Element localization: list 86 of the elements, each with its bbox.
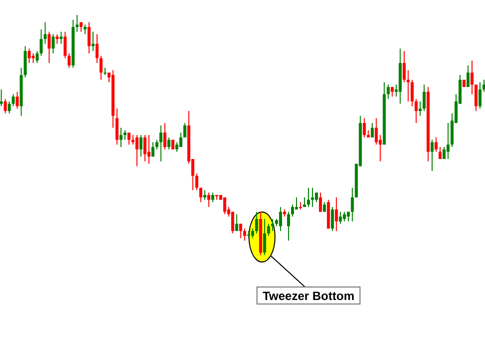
candlestick xyxy=(0,88,3,107)
candlestick xyxy=(88,22,91,54)
candlestick xyxy=(80,22,83,32)
candlestick xyxy=(155,139,158,150)
candlestick xyxy=(68,52,71,68)
candlestick xyxy=(231,211,234,234)
candlestick xyxy=(414,98,418,124)
text: Tweezer Bottom xyxy=(262,289,354,303)
candlestick xyxy=(147,134,150,164)
candlestick xyxy=(207,192,210,208)
candlestick xyxy=(143,134,146,162)
candlestick xyxy=(167,136,170,150)
candlestick xyxy=(64,31,67,59)
candlestick xyxy=(8,100,11,114)
candlestick xyxy=(24,46,27,78)
candlestick xyxy=(235,214,238,232)
candlestick xyxy=(195,172,198,191)
candlestick xyxy=(255,211,258,234)
candlestick xyxy=(318,192,322,212)
candlestick xyxy=(291,204,294,218)
candlestick xyxy=(334,196,338,232)
candlestick xyxy=(139,134,142,158)
candlestick xyxy=(60,31,63,44)
candlestick xyxy=(338,211,342,224)
candlestick xyxy=(100,55,103,80)
candlestick xyxy=(203,190,206,200)
candlestick xyxy=(410,79,414,107)
candlestick xyxy=(76,14,79,32)
candlestick xyxy=(179,132,182,148)
candlestick xyxy=(482,79,485,92)
candlestick xyxy=(446,122,450,160)
candlestick xyxy=(96,34,99,64)
candlestick xyxy=(40,28,43,56)
candlestick xyxy=(390,86,394,98)
candlestick xyxy=(430,139,434,172)
candlestick xyxy=(211,192,214,203)
candlestick xyxy=(306,187,310,208)
candlestick xyxy=(422,84,426,112)
candlestick xyxy=(12,94,15,107)
candlestick xyxy=(418,100,422,116)
candlestick xyxy=(239,223,242,239)
candlestick xyxy=(16,91,19,110)
candlestick xyxy=(163,122,166,150)
candlestick xyxy=(52,34,55,54)
candlestick xyxy=(298,202,302,210)
candlestick xyxy=(127,132,130,146)
candlestick xyxy=(263,218,266,256)
candlestick xyxy=(119,127,122,148)
candlestick xyxy=(267,223,270,236)
candlestick xyxy=(287,211,290,242)
candlestick xyxy=(295,196,298,210)
candlestick xyxy=(159,124,162,162)
candlestick xyxy=(4,98,7,114)
candlestick xyxy=(474,84,478,112)
candlestick xyxy=(342,211,346,222)
candlestick xyxy=(84,24,87,35)
candlestick xyxy=(322,202,326,212)
candlestick xyxy=(374,118,378,146)
candlestick xyxy=(310,187,314,208)
candlestick xyxy=(243,228,246,242)
candlestick xyxy=(314,192,318,203)
candlestick xyxy=(223,196,226,215)
candlestick xyxy=(478,82,482,110)
candlestick xyxy=(151,142,154,158)
candlestick xyxy=(183,122,186,138)
candlestick xyxy=(402,50,406,83)
candlestick xyxy=(175,142,178,152)
candlestick xyxy=(251,228,254,239)
candlestick xyxy=(350,187,354,222)
candlestick xyxy=(279,206,282,232)
candlestick xyxy=(466,64,470,88)
candlestick xyxy=(470,60,474,95)
candlestick xyxy=(44,22,47,44)
candlestick xyxy=(48,31,51,64)
candlestick xyxy=(386,84,390,100)
candlestick xyxy=(370,122,374,138)
candlestick xyxy=(56,34,59,44)
candlestick xyxy=(434,136,438,152)
candlestick xyxy=(330,206,334,232)
candlestick xyxy=(199,187,202,203)
candlestick xyxy=(115,108,118,146)
candlestick xyxy=(135,134,138,167)
candlestick xyxy=(28,48,31,64)
candlestick xyxy=(362,118,366,138)
candlestick xyxy=(123,130,126,140)
candlestick xyxy=(36,50,39,64)
